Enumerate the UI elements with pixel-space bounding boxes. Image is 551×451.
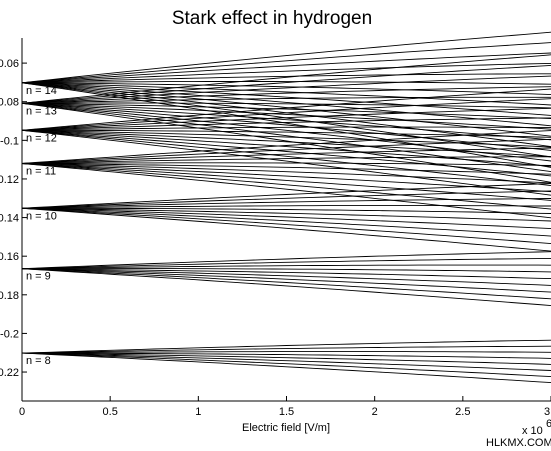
- level-curve: [21, 86, 551, 104]
- manifold-label: n = 8: [26, 355, 51, 367]
- level-curve: [21, 73, 551, 84]
- level-curve: [21, 205, 551, 209]
- level-curve: [21, 268, 551, 300]
- level-curve: [21, 163, 551, 184]
- level-curve: [21, 102, 551, 109]
- x-tick-label: 0.5: [103, 406, 118, 418]
- y-tick-label: -0.06: [0, 58, 19, 70]
- level-curve: [21, 81, 551, 85]
- manifold-labels: n = 8 n = 9 n = 10 n = 11 n = 12 n = 13 n = 14: [26, 85, 57, 367]
- level-curve: [21, 52, 551, 84]
- x-tick-label: 2.5: [455, 406, 470, 418]
- x-tick-label: 0: [19, 406, 25, 418]
- level-curve: [21, 198, 551, 209]
- y-tick-label: -0.16: [0, 251, 19, 263]
- level-curve: [21, 268, 551, 307]
- level-curve: [21, 102, 551, 141]
- level-curve: [21, 163, 551, 193]
- level-curve: [21, 129, 551, 177]
- y-tick-label: -0.14: [0, 213, 19, 225]
- level-curve: [21, 345, 551, 354]
- level-curve: [21, 257, 551, 270]
- x-tick-label: 2: [372, 406, 378, 418]
- level-curve: [21, 147, 551, 164]
- level-curve: [21, 251, 551, 270]
- chart-title: Stark effect in hydrogen: [172, 8, 372, 29]
- level-curve: [21, 268, 551, 293]
- level-curve: [21, 352, 551, 371]
- level-curve: [21, 82, 551, 106]
- level-curve: [21, 96, 551, 104]
- level-curve: [21, 102, 551, 119]
- y-tick-label: -0.08: [0, 97, 19, 109]
- level-curve: [21, 129, 551, 187]
- level-curve: [22, 207, 551, 214]
- axes: 0 0.5 1 1.5 2 2.5 3 -0.06 -0.08 -0.1 -0.12 -0.14 -0.…: [0, 38, 551, 418]
- level-curve: [21, 162, 551, 166]
- x-tick-label: 1: [195, 406, 201, 418]
- level-curve: [21, 82, 551, 137]
- manifold-label: n = 12: [26, 132, 57, 144]
- watermark: HLKMX.COM: [486, 437, 551, 449]
- manifold-label: n = 13: [26, 105, 57, 117]
- level-curve: [21, 82, 551, 116]
- level-curve: [21, 126, 551, 131]
- level-curve: [21, 207, 551, 222]
- level-curve: [21, 102, 551, 173]
- level-curve: [21, 42, 551, 84]
- manifold-label: n = 14: [26, 85, 57, 97]
- x-axis-multiplier: x 10: [522, 425, 543, 437]
- y-tick-label: -0.12: [0, 174, 19, 186]
- x-axis-exponent: 6: [546, 418, 551, 430]
- level-curve: [21, 75, 551, 104]
- level-curve: [21, 82, 551, 96]
- level-curve: [21, 268, 551, 286]
- level-curve: [21, 207, 551, 245]
- level-curve: [21, 62, 551, 84]
- x-tick-label: 3: [544, 406, 550, 418]
- level-curve: [21, 82, 551, 148]
- y-tick-label: -0.2: [0, 328, 19, 340]
- level-curve: [21, 102, 551, 151]
- level-curve: [22, 352, 551, 359]
- level-curve: [21, 351, 551, 354]
- level-curve: [21, 183, 551, 209]
- level-curve: [22, 268, 551, 273]
- level-curve: [21, 82, 551, 158]
- level-curve: [21, 117, 551, 131]
- x-tick-label: 1.5: [279, 406, 294, 418]
- manifold-label: n = 11: [26, 166, 56, 178]
- x-axis-label: Electric field [V/m]: [242, 422, 330, 434]
- manifold-label: n = 10: [26, 210, 57, 222]
- level-curve: [21, 207, 551, 252]
- level-curve: [21, 156, 551, 164]
- y-tick-label: -0.22: [0, 367, 19, 379]
- level-curve: [21, 82, 551, 168]
- level-curve: [21, 207, 551, 230]
- level-curve: [21, 129, 551, 158]
- level-curve: [21, 31, 551, 84]
- energy-level-curves: [21, 31, 551, 384]
- level-curve: [21, 264, 551, 270]
- level-curve: [21, 129, 551, 196]
- level-curve: [21, 268, 551, 280]
- level-curve: [21, 102, 551, 130]
- manifold-label: n = 9: [26, 271, 51, 283]
- level-curve: [21, 163, 551, 210]
- level-curve: [21, 163, 551, 219]
- level-curve: [21, 207, 551, 237]
- level-curve: [21, 102, 551, 162]
- level-curve: [21, 138, 551, 164]
- level-curve: [21, 102, 551, 183]
- level-curve: [21, 352, 551, 378]
- level-curve: [21, 352, 551, 365]
- level-curve: [21, 163, 551, 175]
- level-curve: [21, 82, 551, 127]
- y-tick-label: -0.18: [0, 290, 19, 302]
- level-curve: [21, 339, 551, 354]
- level-curve: [21, 163, 551, 201]
- level-curve: [21, 352, 551, 384]
- y-tick-label: -0.1: [0, 135, 19, 147]
